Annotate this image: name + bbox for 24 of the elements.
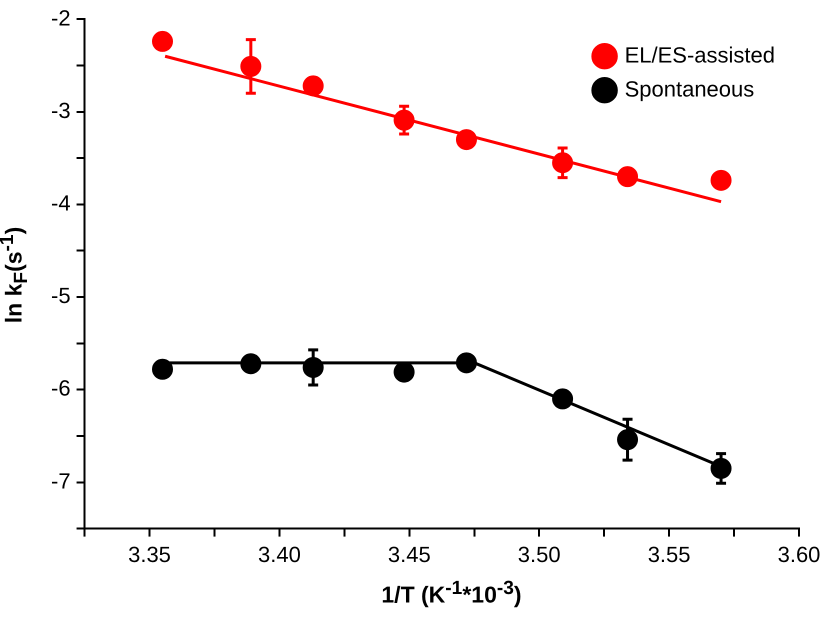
point: [710, 170, 732, 191]
point: [152, 30, 173, 52]
x-axis-title: 1/T (K$^{-1}$*10$^{-3}$): [380, 578, 523, 609]
point: [617, 166, 638, 188]
legend-label: Spontaneous: [624, 76, 754, 102]
point: [552, 388, 574, 410]
point: [152, 358, 173, 380]
point: [456, 129, 477, 150]
y-tick-label: -3: [51, 98, 71, 123]
legend-label: EL/ES-assisted: [624, 42, 776, 68]
point: [456, 352, 477, 374]
point: [240, 353, 262, 374]
x-tick-label: 3.60: [778, 542, 820, 567]
x-tick-label: 3.55: [648, 542, 691, 567]
y-tick-label: -2: [51, 5, 71, 30]
y-tick-label: -5: [51, 283, 71, 308]
x-tick-label: 3.40: [258, 542, 301, 567]
y-tick-label: -7: [51, 468, 71, 494]
point: [302, 75, 324, 96]
x-tick-label: 3.45: [388, 542, 431, 567]
x-tick-label: 3.35: [128, 542, 171, 567]
y-tick-label: -6: [51, 376, 71, 401]
y-tick-label: -4: [51, 190, 71, 216]
x-tick-label: 3.50: [518, 542, 561, 567]
